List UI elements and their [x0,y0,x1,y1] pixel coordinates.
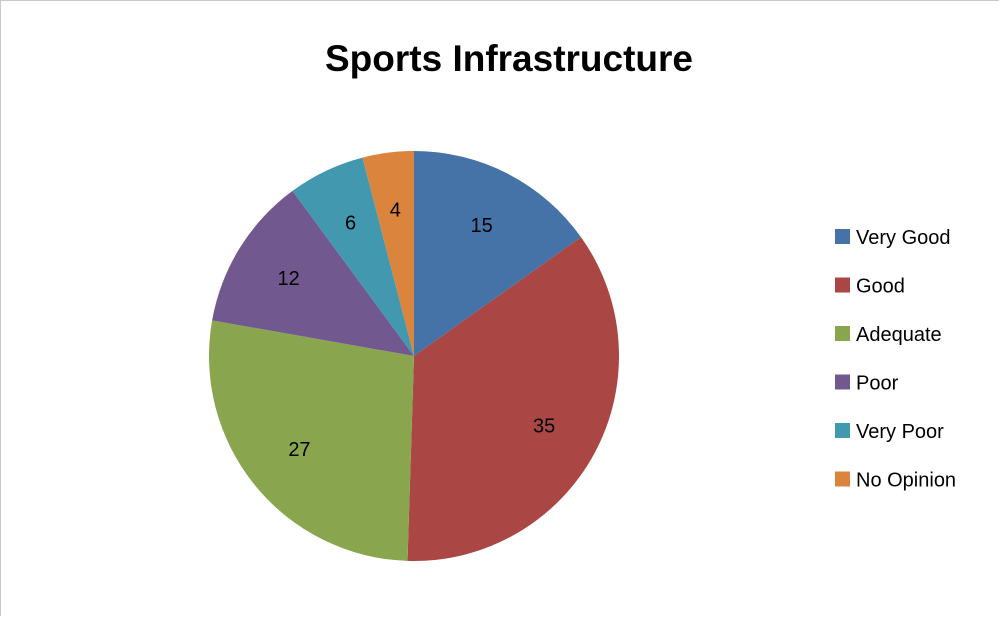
legend-item-no-opinion: No Opinion [835,470,956,492]
pie-slice-very-good [414,151,581,356]
legend-swatch-no-opinion [835,471,850,487]
data-label-very-poor: 6 [345,213,356,235]
legend-label-adequate: Adequate [856,324,942,346]
legend-item-very-good: Very Good [835,227,951,249]
legend-label-very-good: Very Good [856,227,951,249]
legend-item-poor: Poor [835,373,899,395]
legend-swatch-adequate [835,326,850,341]
pie-slice-good [407,237,620,562]
pie-slice-no-opinion [362,151,414,356]
pie-slice-adequate [209,320,414,561]
chart-title: Sports Infrastructure [325,38,693,79]
pie-slice-very-poor [292,157,414,356]
legend-item-very-poor: Very Poor [835,421,944,443]
legend-swatch-very-poor [835,423,850,438]
legend-swatch-poor [835,374,850,390]
data-label-good: 35 [533,416,555,438]
legend-label-poor: Poor [856,373,899,395]
legend-label-good: Good [856,276,905,298]
legend-swatch-very-good [835,229,850,244]
pie-slice-poor [212,190,414,356]
data-label-poor: 12 [277,268,299,290]
legend-label-no-opinion: No Opinion [856,470,956,492]
data-label-very-good: 15 [471,215,493,237]
legend-item-good: Good [835,276,905,298]
data-label-adequate: 27 [288,439,310,461]
data-labels: 15 35 27 12 6 4 [277,200,555,461]
legend-label-very-poor: Very Poor [856,421,944,443]
pie-slices [209,151,620,562]
legend-item-adequate: Adequate [835,324,942,346]
data-label-no-opinion: 4 [390,200,401,222]
legend: Very Good Good Adequate Poor Very Poor No Opi… [835,227,956,492]
legend-swatch-good [835,277,850,293]
